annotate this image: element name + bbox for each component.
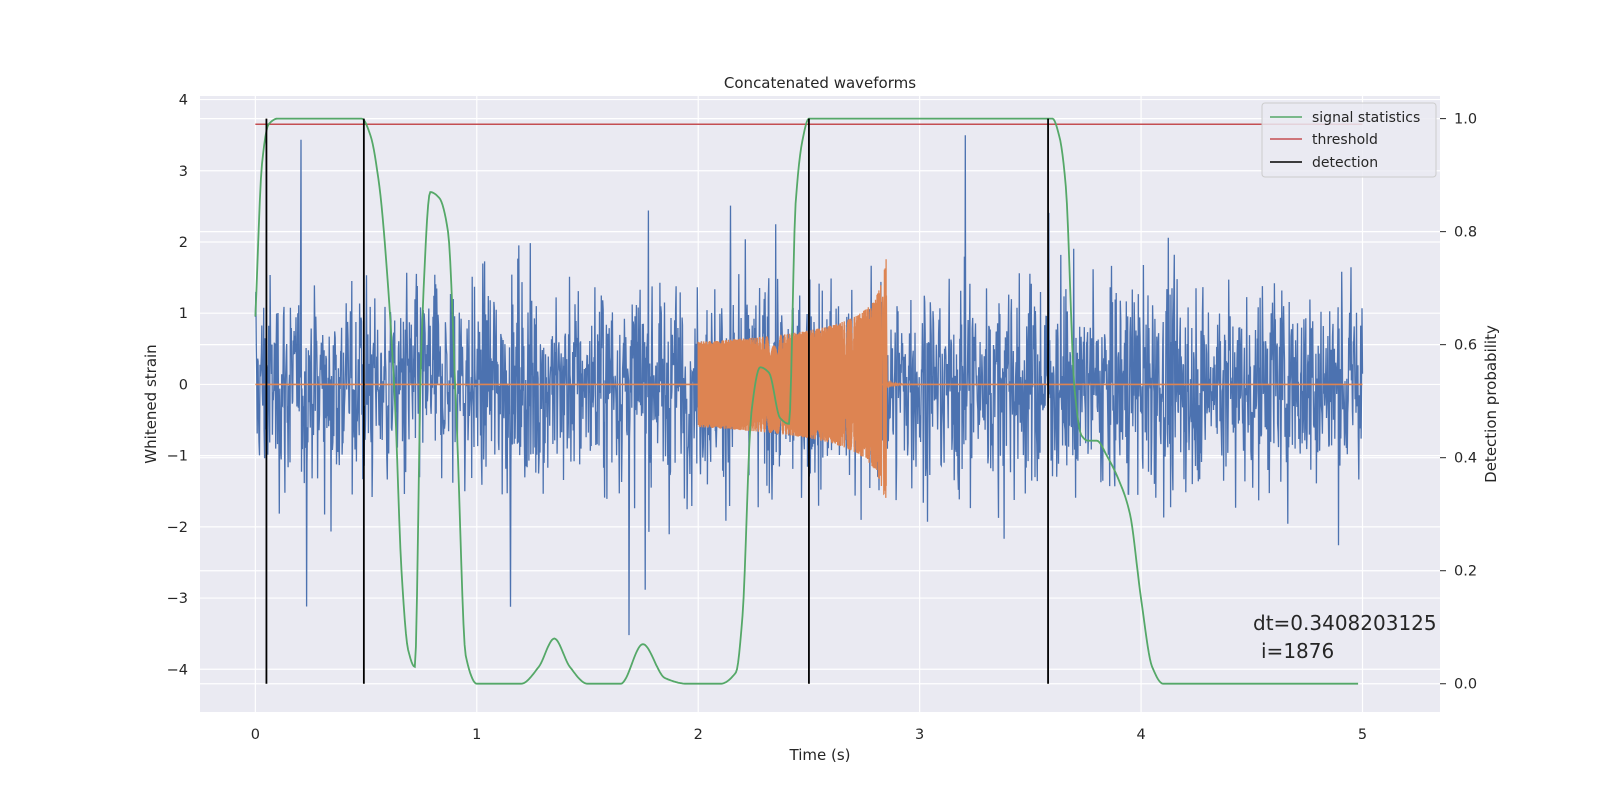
y-tick-label-right: 0.6	[1454, 338, 1477, 354]
x-tick-label: 4	[1136, 727, 1145, 743]
y-tick-label-left: 3	[179, 164, 188, 180]
signal-statistics-line	[254, 117, 1359, 685]
y-axis-label-left: Whitened strain	[142, 344, 160, 463]
y-tick-label-right: 0.8	[1454, 225, 1477, 241]
chart-title: Concatenated waveforms	[724, 74, 916, 92]
y-tick-label-left: −3	[167, 591, 188, 607]
tick-labels: 0 1 2 3 4 5 4 3 2 1 0 −1 −2 −3 −4 1.0 0.8 0.6 0.4 0.2 0.0	[167, 93, 1477, 743]
legend: signal statistics threshold detection	[1261, 102, 1437, 178]
annotation-dt: dt=0.3408203125	[1253, 611, 1437, 635]
x-tick-label: 5	[1358, 727, 1367, 743]
y-tick-label-right: 0.4	[1454, 451, 1477, 467]
y-tick-label-left: 1	[179, 306, 188, 322]
y-tick-label-left: 4	[179, 93, 188, 109]
y-tick-label-left: −2	[167, 520, 188, 536]
plot-area	[254, 117, 1364, 685]
y-tick-label-right: 1.0	[1454, 112, 1477, 128]
y-tick-label-right: 0.2	[1454, 564, 1477, 580]
y-tick-label-left: 2	[179, 235, 188, 251]
x-tick-label: 1	[472, 727, 481, 743]
chirp-waveform-line	[697, 259, 920, 498]
legend-label-signal-statistics: signal statistics	[1312, 110, 1420, 126]
annotation-i: i=1876	[1261, 639, 1334, 663]
x-axis-label: Time (s)	[789, 746, 851, 764]
legend-box	[1261, 102, 1437, 178]
y-tick-label-left: 0	[179, 377, 188, 393]
legend-label-threshold: threshold	[1312, 132, 1378, 148]
x-tick-label: 0	[251, 727, 260, 743]
x-tick-label: 2	[694, 727, 703, 743]
y-tick-label-left: −4	[167, 662, 188, 678]
legend-label-detection: detection	[1312, 155, 1378, 171]
y-axis-label-right: Detection probability	[1482, 325, 1500, 483]
y-tick-label-right: 0.0	[1454, 677, 1477, 693]
x-tick-label: 3	[915, 727, 924, 743]
y-tick-label-left: −1	[167, 449, 188, 465]
